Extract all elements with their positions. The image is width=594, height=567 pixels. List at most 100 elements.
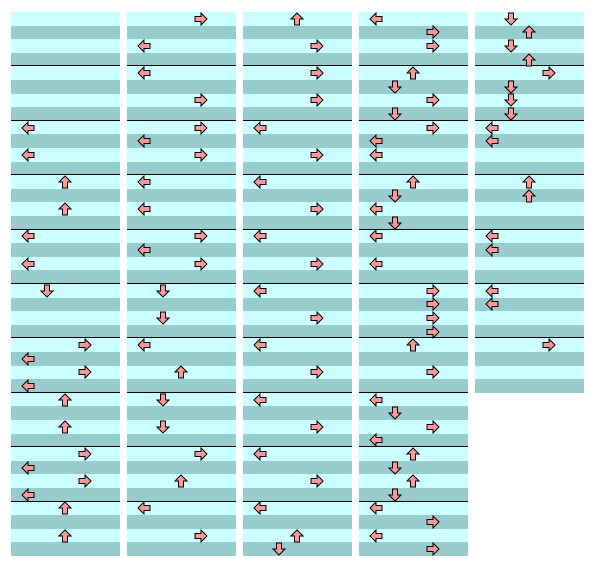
- beat-row: [11, 66, 120, 80]
- beat-row: [475, 12, 584, 26]
- beat-row: [475, 202, 584, 216]
- arrow-left-icon: [369, 392, 383, 407]
- arrow-right-icon: [78, 338, 92, 353]
- beat-row: [127, 542, 236, 556]
- beat-row: [243, 420, 352, 434]
- beat-row: [359, 392, 468, 407]
- beat-row: [127, 433, 236, 448]
- beat-row: [359, 311, 468, 325]
- beat-row: [11, 311, 120, 325]
- arrow-up-icon: [58, 501, 72, 515]
- arrow-right-icon: [542, 66, 556, 81]
- beat-row: [359, 12, 468, 26]
- arrow-left-icon: [485, 297, 499, 312]
- arrow-up-icon: [290, 12, 304, 26]
- arrow-left-icon: [485, 243, 499, 257]
- beat-row: [11, 161, 120, 176]
- beat-row: [359, 270, 468, 284]
- beat-row: [127, 447, 236, 461]
- beat-row: [359, 352, 468, 366]
- beat-row: [243, 161, 352, 176]
- measure-divider: [243, 174, 352, 176]
- beat-row: [127, 515, 236, 529]
- arrow-left-icon: [253, 447, 267, 461]
- beat-row: [243, 284, 352, 298]
- beat-row: [475, 379, 584, 393]
- beat-row: [11, 229, 120, 244]
- arrow-left-icon: [137, 66, 151, 81]
- measure-divider: [475, 119, 584, 121]
- arrow-down-icon: [156, 311, 170, 325]
- beat-row: [243, 256, 352, 271]
- measure-divider: [11, 391, 120, 393]
- arrow-right-icon: [310, 311, 324, 325]
- measure-divider: [127, 119, 236, 121]
- beat-row: [243, 148, 352, 162]
- beat-row: [243, 188, 352, 203]
- beat-row: [359, 256, 468, 271]
- beat-row: [127, 256, 236, 271]
- arrow-right-icon: [426, 39, 440, 53]
- arrow-up-icon: [290, 528, 304, 543]
- beat-row: [127, 284, 236, 298]
- arrow-right-icon: [426, 283, 440, 298]
- beat-row: [243, 39, 352, 53]
- beat-row: [127, 120, 236, 135]
- arrow-up-icon: [522, 52, 536, 67]
- beat-row: [359, 107, 468, 121]
- measure-divider: [243, 391, 352, 393]
- measure-divider: [11, 446, 120, 448]
- beat-row: [127, 161, 236, 176]
- arrow-down-icon: [388, 461, 402, 475]
- arrow-right-icon: [426, 120, 440, 135]
- arrow-left-icon: [485, 134, 499, 149]
- beat-row: [359, 25, 468, 40]
- arrow-right-icon: [194, 147, 208, 162]
- beat-row: [127, 12, 236, 26]
- beat-row: [243, 460, 352, 475]
- beat-row: [359, 528, 468, 543]
- beat-row: [243, 515, 352, 529]
- beat-row: [359, 39, 468, 53]
- measure-divider: [243, 283, 352, 284]
- measure-divider: [127, 391, 236, 393]
- beat-row: [359, 229, 468, 244]
- measure-divider: [359, 283, 468, 284]
- arrow-left-icon: [253, 392, 267, 407]
- beat-row: [359, 52, 468, 67]
- beat-row: [243, 175, 352, 189]
- beat-row: [127, 229, 236, 244]
- beat-row: [475, 297, 584, 312]
- measure-divider: [11, 283, 120, 284]
- measure-divider: [475, 174, 584, 176]
- measure-divider: [359, 337, 468, 339]
- beat-row: [127, 188, 236, 203]
- beat-row: [243, 134, 352, 148]
- beat-row: [243, 52, 352, 67]
- arrow-up-icon: [522, 175, 536, 189]
- arrow-right-icon: [194, 256, 208, 271]
- arrow-down-icon: [388, 488, 402, 502]
- arrow-right-icon: [426, 324, 440, 339]
- arrow-right-icon: [426, 542, 440, 556]
- beat-row: [11, 134, 120, 148]
- beat-row: [243, 216, 352, 230]
- arrow-right-icon: [426, 365, 440, 380]
- beat-row: [243, 202, 352, 216]
- arrow-left-icon: [137, 243, 151, 257]
- measure-divider: [359, 500, 468, 502]
- beat-row: [475, 120, 584, 135]
- beat-row: [475, 256, 584, 271]
- arrow-left-icon: [485, 229, 499, 244]
- arrow-left-icon: [137, 39, 151, 53]
- beat-row: [475, 311, 584, 325]
- arrow-left-icon: [253, 229, 267, 244]
- beat-row: [359, 488, 468, 502]
- beat-row: [243, 447, 352, 461]
- arrow-right-icon: [194, 120, 208, 135]
- beat-row: [243, 324, 352, 339]
- arrow-left-icon: [21, 256, 35, 271]
- measure-divider: [127, 174, 236, 176]
- beat-row: [127, 501, 236, 516]
- arrow-up-icon: [174, 474, 188, 488]
